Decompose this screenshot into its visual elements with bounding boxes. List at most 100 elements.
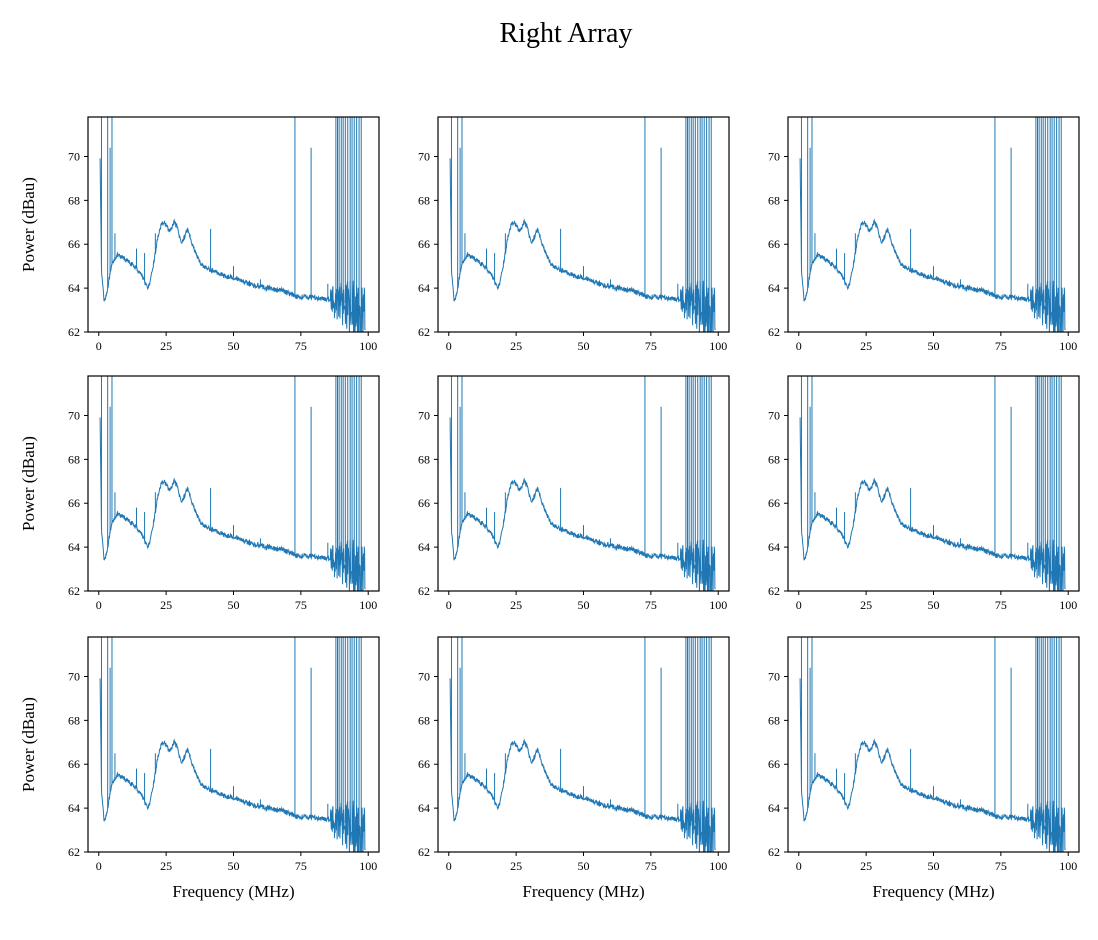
y-tick-label: 66 [418, 757, 430, 771]
x-tick-label: 100 [359, 598, 377, 612]
x-tick-label: 25 [860, 598, 872, 612]
subplot-grid: 0 25 50 75 100 62 64 66 68 70 Power (dBau) 0 25 50 75 1… [19, 116, 1080, 901]
x-tick-label: 75 [645, 598, 657, 612]
x-tick-label: 50 [228, 859, 240, 873]
x-tick-label: 50 [928, 859, 940, 873]
series-line [99, 678, 366, 852]
y-tick-label: 70 [768, 669, 780, 683]
series-line [449, 158, 716, 332]
x-tick-label: 75 [295, 339, 307, 353]
y-tick-label: 70 [418, 149, 430, 163]
x-tick-label: 75 [645, 859, 657, 873]
y-tick-label: 68 [68, 193, 80, 207]
x-tick-label: 0 [96, 598, 102, 612]
y-tick-label: 70 [768, 408, 780, 422]
x-tick-label: 0 [796, 598, 802, 612]
x-tick-label: 0 [446, 598, 452, 612]
x-tick-label: 25 [510, 339, 522, 353]
y-tick-label: 62 [768, 325, 780, 339]
x-tick-label: 100 [359, 859, 377, 873]
subplot-3-1: 0 25 50 75 100 62 64 66 68 70 Power (dBau) Frequenc… [19, 636, 380, 901]
y-tick-label: 66 [68, 496, 80, 510]
subplot-2-2: 0 25 50 75 100 62 64 66 68 70 [418, 375, 730, 612]
y-tick-label: 70 [768, 149, 780, 163]
y-tick-label: 66 [768, 757, 780, 771]
y-tick-label: 70 [68, 149, 80, 163]
x-tick-label: 0 [96, 339, 102, 353]
subplot-2-3: 0 25 50 75 100 62 64 66 68 70 [768, 375, 1080, 612]
subplot-1-3: 0 25 50 75 100 62 64 66 68 70 [768, 116, 1080, 353]
series-line [99, 158, 366, 332]
x-tick-label: 75 [645, 339, 657, 353]
y-tick-label: 64 [418, 281, 430, 295]
y-tick-label: 68 [68, 713, 80, 727]
y-tick-label: 62 [68, 845, 80, 859]
y-tick-label: 62 [418, 845, 430, 859]
x-tick-label: 100 [1059, 859, 1077, 873]
x-tick-label: 100 [1059, 339, 1077, 353]
x-tick-label: 75 [995, 598, 1007, 612]
x-tick-label: 100 [709, 598, 727, 612]
y-tick-label: 70 [68, 408, 80, 422]
x-tick-label: 100 [359, 339, 377, 353]
y-axis-label: Power (dBau) [19, 697, 38, 792]
x-tick-label: 100 [1059, 598, 1077, 612]
figure-title: Right Array [500, 18, 633, 49]
y-tick-label: 64 [68, 281, 80, 295]
x-tick-label: 100 [709, 859, 727, 873]
x-tick-label: 25 [510, 598, 522, 612]
x-tick-label: 75 [995, 339, 1007, 353]
y-tick-label: 70 [418, 669, 430, 683]
series-line [449, 678, 716, 852]
y-tick-label: 64 [768, 540, 780, 554]
x-tick-label: 50 [928, 598, 940, 612]
series-line [449, 417, 716, 591]
x-axis-label: Frequency (MHz) [172, 882, 294, 901]
y-tick-label: 66 [68, 757, 80, 771]
x-tick-label: 25 [160, 859, 172, 873]
x-tick-label: 50 [578, 859, 590, 873]
y-tick-label: 64 [768, 281, 780, 295]
x-tick-label: 0 [446, 859, 452, 873]
y-tick-label: 64 [768, 801, 780, 815]
x-tick-label: 25 [860, 339, 872, 353]
y-tick-label: 66 [418, 237, 430, 251]
y-tick-label: 62 [768, 584, 780, 598]
subplot-3-3: 0 25 50 75 100 62 64 66 68 70 Frequency (MHz) [768, 636, 1080, 901]
x-tick-label: 25 [860, 859, 872, 873]
y-tick-label: 62 [418, 325, 430, 339]
y-tick-label: 64 [418, 540, 430, 554]
x-tick-label: 0 [796, 339, 802, 353]
subplot-2-1: 0 25 50 75 100 62 64 66 68 70 Power (dBau) [19, 375, 380, 612]
x-tick-label: 75 [995, 859, 1007, 873]
x-tick-label: 25 [160, 598, 172, 612]
y-tick-label: 66 [68, 237, 80, 251]
y-tick-label: 66 [418, 496, 430, 510]
series-line [99, 417, 366, 591]
subplot-1-2: 0 25 50 75 100 62 64 66 68 70 [418, 116, 730, 353]
y-tick-label: 66 [768, 496, 780, 510]
y-tick-label: 70 [68, 669, 80, 683]
x-tick-label: 50 [928, 339, 940, 353]
y-tick-label: 66 [768, 237, 780, 251]
y-axis-label: Power (dBau) [19, 177, 38, 272]
subplot-3-2: 0 25 50 75 100 62 64 66 68 70 Frequency (MHz) [418, 636, 730, 901]
x-axis-label: Frequency (MHz) [522, 882, 644, 901]
x-tick-label: 75 [295, 859, 307, 873]
y-axis-label: Power (dBau) [19, 436, 38, 531]
y-tick-label: 62 [68, 325, 80, 339]
series-line [799, 158, 1066, 332]
x-tick-label: 50 [578, 339, 590, 353]
y-tick-label: 64 [418, 801, 430, 815]
x-tick-label: 50 [578, 598, 590, 612]
x-tick-label: 50 [228, 598, 240, 612]
x-tick-label: 25 [160, 339, 172, 353]
x-axis-label: Frequency (MHz) [872, 882, 994, 901]
y-tick-label: 68 [768, 193, 780, 207]
y-tick-label: 68 [68, 452, 80, 466]
x-tick-label: 0 [796, 859, 802, 873]
y-tick-label: 62 [68, 584, 80, 598]
x-tick-label: 75 [295, 598, 307, 612]
